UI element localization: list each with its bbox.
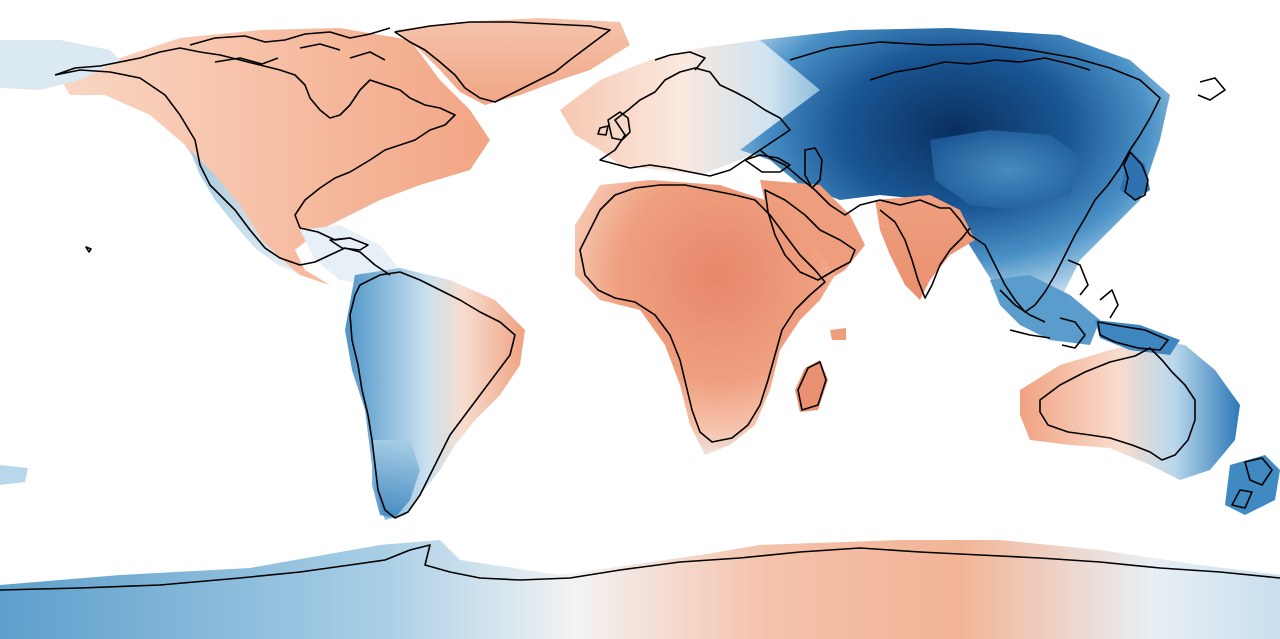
- region-japan: [1120, 150, 1150, 200]
- region-greenland: [395, 18, 630, 105]
- coastline-cuba: [329, 237, 369, 251]
- region-alaska: [0, 40, 120, 90]
- coastline-asia: [759, 41, 1161, 313]
- coastline-new-guinea: [1097, 321, 1169, 351]
- anomaly-fill-layer: [0, 18, 1280, 639]
- coastline-africa: [579, 184, 826, 443]
- region-north-america: [55, 28, 490, 285]
- coastline-uk: [597, 111, 631, 141]
- coastline-australia: [1039, 347, 1196, 461]
- region-australia: [1020, 340, 1240, 480]
- coastline-southeast-asia: [999, 259, 1119, 349]
- coastline-greenland: [394, 21, 611, 103]
- coastline-new-zealand: [1231, 457, 1273, 509]
- coastline-india: [879, 209, 971, 299]
- coastline-europe: [599, 51, 791, 177]
- coastline-madagascar: [797, 361, 827, 411]
- coastline-canadian-arctic: [189, 27, 391, 65]
- coastline-south-america: [349, 271, 516, 519]
- region-southeast-asia: [990, 275, 1100, 345]
- coastline-arctic-siberia: [869, 57, 1226, 101]
- region-central-america: [300, 225, 400, 285]
- region-new-guinea: [1095, 320, 1180, 355]
- region-antarctica: [0, 540, 1280, 639]
- region-africa: [575, 180, 835, 455]
- region-china-interior: [930, 130, 1085, 210]
- region-patagonia: [372, 440, 420, 518]
- region-south-georgia: [0, 465, 28, 485]
- region-india: [875, 195, 975, 300]
- region-europe: [560, 40, 860, 175]
- coastline-layer: [0, 21, 1280, 591]
- region-arabia: [760, 180, 865, 285]
- coastline-japan: [1123, 151, 1149, 201]
- coastline-antarctica: [0, 544, 1280, 591]
- coastline-black-caspian: [744, 147, 823, 189]
- coastline-hawaii: [85, 246, 92, 253]
- coastline-arabia: [764, 189, 856, 281]
- region-seychelles: [830, 328, 846, 340]
- region-new-zealand: [1225, 455, 1280, 515]
- region-na-west-cool: [190, 150, 300, 275]
